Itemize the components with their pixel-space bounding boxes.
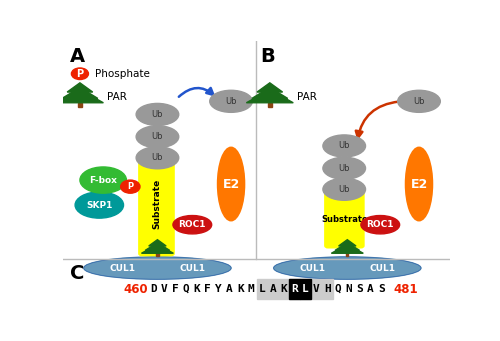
- Text: N: N: [346, 284, 352, 294]
- Text: CUL1: CUL1: [110, 264, 136, 272]
- Ellipse shape: [210, 90, 252, 112]
- Text: SKP1: SKP1: [86, 201, 113, 209]
- Circle shape: [72, 68, 88, 79]
- FancyBboxPatch shape: [325, 191, 364, 248]
- Text: E2: E2: [410, 178, 428, 191]
- Ellipse shape: [218, 147, 244, 221]
- Ellipse shape: [75, 192, 124, 218]
- Ellipse shape: [323, 135, 366, 157]
- Polygon shape: [252, 87, 288, 99]
- Bar: [346, 253, 348, 256]
- Ellipse shape: [80, 167, 126, 193]
- Polygon shape: [257, 83, 282, 92]
- Text: K: K: [280, 284, 287, 294]
- Text: ROC1: ROC1: [366, 220, 394, 229]
- Text: F: F: [204, 284, 211, 294]
- Text: Ub: Ub: [338, 185, 350, 194]
- Text: PAR: PAR: [297, 92, 317, 102]
- Text: F: F: [172, 284, 178, 294]
- Bar: [300, 279, 311, 299]
- Text: A: A: [226, 284, 233, 294]
- Text: CUL1: CUL1: [180, 264, 206, 272]
- Text: E2: E2: [222, 178, 240, 191]
- Text: K: K: [194, 284, 200, 294]
- Text: CUL1: CUL1: [369, 264, 395, 272]
- Ellipse shape: [136, 103, 179, 125]
- Text: A: A: [270, 284, 276, 294]
- Text: Substrate: Substrate: [152, 179, 161, 229]
- Polygon shape: [56, 90, 104, 103]
- Bar: [256, 279, 332, 299]
- Ellipse shape: [136, 147, 179, 169]
- Text: Ub: Ub: [152, 110, 163, 119]
- Polygon shape: [145, 243, 170, 250]
- Text: Substrate: Substrate: [321, 215, 368, 224]
- Text: 460: 460: [124, 283, 148, 296]
- Circle shape: [120, 180, 140, 193]
- Text: Ub: Ub: [338, 164, 350, 173]
- Text: A: A: [367, 284, 374, 294]
- Text: Ub: Ub: [338, 142, 350, 150]
- Ellipse shape: [323, 178, 366, 200]
- Bar: [78, 103, 82, 107]
- Text: Ub: Ub: [226, 97, 237, 106]
- Text: V: V: [161, 284, 168, 294]
- Text: K: K: [237, 284, 244, 294]
- Text: Ub: Ub: [152, 132, 163, 141]
- Bar: [268, 103, 272, 107]
- Ellipse shape: [173, 216, 212, 234]
- Text: Q: Q: [334, 284, 342, 294]
- Text: M: M: [248, 284, 254, 294]
- Ellipse shape: [274, 257, 421, 279]
- Text: H: H: [324, 284, 330, 294]
- Text: Ub: Ub: [152, 153, 163, 162]
- Text: P: P: [76, 69, 84, 79]
- Polygon shape: [148, 240, 166, 246]
- Text: A: A: [70, 47, 86, 66]
- Text: V: V: [313, 284, 320, 294]
- Polygon shape: [67, 83, 92, 92]
- Bar: [289, 279, 300, 299]
- Ellipse shape: [398, 90, 440, 112]
- Text: C: C: [70, 264, 84, 283]
- Text: R: R: [291, 284, 298, 294]
- Text: B: B: [260, 47, 275, 66]
- Ellipse shape: [406, 147, 432, 221]
- Bar: [156, 253, 158, 256]
- Text: D: D: [150, 284, 157, 294]
- Text: CUL1: CUL1: [300, 264, 326, 272]
- Text: Phosphate: Phosphate: [96, 69, 150, 79]
- Polygon shape: [246, 90, 294, 103]
- FancyBboxPatch shape: [139, 152, 174, 256]
- Text: F-box: F-box: [89, 176, 117, 184]
- Text: 481: 481: [393, 283, 418, 296]
- Ellipse shape: [323, 157, 366, 179]
- Text: S: S: [356, 284, 363, 294]
- Ellipse shape: [361, 216, 400, 234]
- Text: Y: Y: [216, 284, 222, 294]
- Polygon shape: [62, 87, 98, 99]
- Text: L: L: [302, 284, 309, 294]
- Text: Q: Q: [182, 284, 190, 294]
- Text: Ub: Ub: [413, 97, 425, 106]
- Text: S: S: [378, 284, 385, 294]
- Text: P: P: [127, 182, 134, 191]
- Polygon shape: [332, 244, 364, 253]
- Polygon shape: [142, 244, 174, 253]
- Polygon shape: [338, 240, 356, 246]
- Text: ROC1: ROC1: [178, 220, 206, 229]
- Text: PAR: PAR: [107, 92, 127, 102]
- Ellipse shape: [136, 126, 179, 148]
- Text: L: L: [258, 284, 266, 294]
- Polygon shape: [335, 243, 359, 250]
- Ellipse shape: [84, 257, 231, 279]
